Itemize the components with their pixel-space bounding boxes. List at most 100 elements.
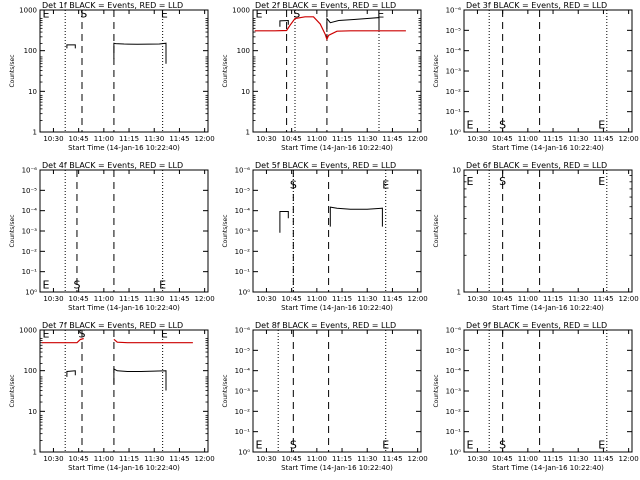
time-marker-label: E	[467, 438, 474, 451]
chart-title: Det 9f BLACK = Events, RED = LLD	[466, 321, 607, 330]
y-tick-label: 10⁻⁶	[235, 327, 251, 335]
x-tick-label: 11:30	[144, 135, 164, 143]
x-axis-label: Start Time (14-Jan-16 10:22:40)	[281, 144, 393, 152]
time-marker-label: S	[79, 327, 86, 340]
y-tick-label: 10⁻⁴	[22, 207, 38, 215]
x-tick-label: 12:00	[195, 295, 215, 303]
time-marker-label: S	[499, 175, 506, 188]
x-tick-label: 11:45	[593, 455, 613, 463]
y-axis-label: Counts/sec	[222, 214, 229, 247]
x-axis-label: Start Time (14-Jan-16 10:22:40)	[68, 144, 180, 152]
time-marker-label: E	[256, 438, 263, 451]
panel-det-2: Det 2f BLACK = Events, RED = LLD 10:30 10:…	[222, 1, 428, 152]
y-tick-label: 10⁰	[25, 289, 37, 297]
time-marker-label: E	[43, 278, 50, 291]
events-series-line	[113, 42, 167, 64]
x-tick-label: 11:30	[568, 455, 588, 463]
x-tick-label: 12:00	[408, 135, 428, 143]
plot-frame	[252, 169, 422, 293]
x-tick-label: 10:30	[467, 455, 487, 463]
y-tick-label: 1	[246, 129, 250, 137]
y-tick-label: 10⁻⁶	[446, 7, 462, 15]
time-marker-label: S	[293, 7, 300, 20]
time-marker-label: E	[256, 7, 263, 20]
x-tick-label: 11:30	[357, 295, 377, 303]
y-tick-label: 10⁰	[449, 449, 461, 457]
y-tick-label: 10⁻⁴	[235, 367, 251, 375]
x-tick-label: 11:30	[568, 295, 588, 303]
x-tick-label: 10:30	[256, 135, 276, 143]
x-tick-label: 11:30	[144, 295, 164, 303]
y-tick-label: 10	[28, 408, 37, 416]
x-tick-label: 10:45	[493, 455, 513, 463]
x-tick-label: 12:00	[195, 455, 215, 463]
time-marker-label: S	[290, 179, 297, 192]
time-marker-label: E	[382, 438, 389, 451]
y-axis-label: Counts/sec	[9, 214, 16, 247]
y-axis-label: Counts/sec	[433, 54, 440, 87]
x-axis-label: Start Time (14-Jan-16 10:22:40)	[492, 464, 604, 472]
y-tick-label: 1000	[232, 7, 250, 15]
y-tick-label: 10⁻⁵	[235, 347, 251, 355]
y-tick-label: 10⁻¹	[446, 428, 462, 436]
events-series-line	[329, 206, 383, 227]
x-tick-label: 11:00	[307, 455, 327, 463]
x-tick-label: 11:45	[169, 455, 189, 463]
x-tick-label: 11:30	[357, 135, 377, 143]
x-tick-label: 10:45	[69, 295, 89, 303]
y-tick-label: 100	[237, 47, 250, 55]
x-tick-label: 11:15	[543, 135, 563, 143]
y-tick-label: 10⁻¹	[22, 268, 38, 276]
y-tick-label: 10⁻¹	[446, 108, 462, 116]
y-tick-label: 100	[24, 47, 37, 55]
y-tick-label: 10⁰	[238, 449, 250, 457]
time-marker-label: S	[499, 438, 506, 451]
lld-series-line	[254, 16, 406, 41]
y-tick-label: 10⁻³	[22, 228, 38, 236]
chart-title: Det 4f BLACK = Events, RED = LLD	[42, 161, 183, 170]
plot-frame	[39, 329, 209, 453]
y-tick-label: 10⁻³	[446, 388, 462, 396]
x-tick-label: 11:15	[119, 455, 139, 463]
time-marker-label: E	[43, 327, 50, 340]
x-tick-label: 11:15	[543, 455, 563, 463]
time-marker-label: E	[159, 278, 166, 291]
y-axis-label: Counts/sec	[222, 374, 229, 407]
x-tick-label: 10:45	[282, 135, 302, 143]
time-marker-label: E	[161, 7, 168, 20]
x-tick-label: 11:00	[518, 295, 538, 303]
x-tick-label: 10:30	[43, 295, 63, 303]
time-marker-label: E	[161, 327, 168, 340]
y-tick-label: 10⁻⁴	[446, 367, 462, 375]
chart-title: Det 7f BLACK = Events, RED = LLD	[42, 321, 183, 330]
x-tick-label: 11:45	[382, 295, 402, 303]
y-tick-label: 10⁻⁴	[446, 47, 462, 55]
y-tick-label: 10⁻²	[446, 408, 462, 416]
plot-frame	[252, 9, 422, 133]
y-tick-label: 1	[33, 129, 37, 137]
y-axis-label: Counts/sec	[222, 54, 229, 87]
x-tick-label: 10:30	[43, 135, 63, 143]
y-tick-label: 10⁰	[449, 129, 461, 137]
x-tick-label: 11:00	[518, 135, 538, 143]
x-axis-label: Start Time (14-Jan-16 10:22:40)	[281, 464, 393, 472]
y-tick-label: 1	[457, 289, 461, 297]
panel-det-8: Det 8f BLACK = Events, RED = LLD 10:30 10:…	[222, 321, 428, 472]
y-tick-label: 10⁻³	[235, 388, 251, 396]
x-tick-label: 11:15	[332, 135, 352, 143]
y-tick-label: 10⁻⁵	[235, 187, 251, 195]
x-axis-label: Start Time (14-Jan-16 10:22:40)	[492, 304, 604, 312]
chart-title: Det 8f BLACK = Events, RED = LLD	[255, 321, 396, 330]
x-tick-label: 10:30	[467, 295, 487, 303]
x-tick-label: 11:45	[382, 135, 402, 143]
y-tick-label: 10⁻⁶	[22, 167, 38, 175]
x-tick-label: 10:45	[69, 135, 89, 143]
chart-title: Det 2f BLACK = Events, RED = LLD	[255, 1, 396, 10]
events-series-line	[66, 44, 76, 49]
x-tick-label: 11:00	[518, 455, 538, 463]
x-tick-label: 11:45	[593, 135, 613, 143]
x-tick-label: 10:45	[69, 455, 89, 463]
x-tick-label: 12:00	[195, 135, 215, 143]
x-tick-label: 11:00	[307, 135, 327, 143]
